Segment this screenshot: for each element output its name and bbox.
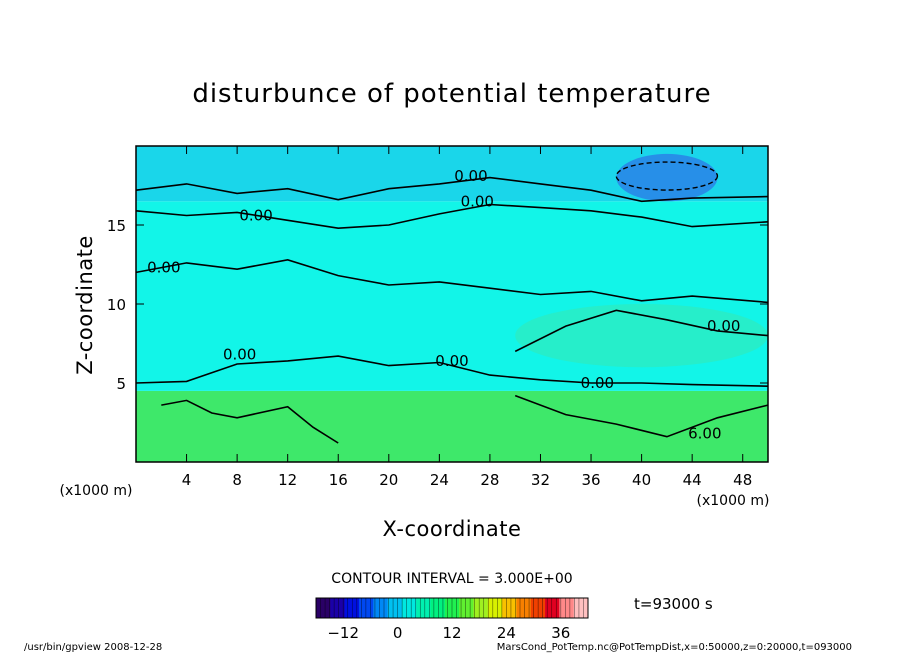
footer-left: /usr/bin/gpview 2008-12-28	[24, 642, 162, 653]
colorbar-tick-label: 36	[551, 624, 570, 642]
footer-right: MarsCond_PotTemp.nc@PotTempDist,x=0:5000…	[497, 642, 852, 653]
time-label: t=93000 s	[634, 595, 713, 613]
contour-line-3	[135, 203, 769, 230]
colorbar-tick-label: 12	[442, 624, 461, 642]
region-cold-cell	[616, 153, 718, 202]
colorbar-swatch	[573, 598, 589, 618]
x-tick-label: 32	[531, 471, 550, 489]
colorbar-tick-label: 0	[393, 624, 403, 642]
x-tick-label: 40	[632, 471, 651, 489]
contour-line-1	[135, 355, 769, 387]
x-tick-label: 8	[232, 471, 242, 489]
colorbar-swatch	[401, 598, 417, 618]
contour-label: 0.00	[239, 207, 272, 225]
contour-label: 0.00	[581, 374, 614, 392]
colorbar-tick-label: 24	[497, 624, 516, 642]
y-tick-label: 10	[107, 296, 126, 314]
colorbar-tick-label: −12	[327, 624, 359, 642]
x-tick-label: 4	[182, 471, 192, 489]
contour-label: 0.00	[435, 352, 468, 370]
x-tick-label: 12	[278, 471, 297, 489]
colorbar	[316, 598, 589, 618]
contour-label: 0.00	[223, 346, 256, 364]
contour-line-2	[135, 176, 769, 203]
contour-line-6	[514, 394, 769, 438]
contour-dashed-cold	[615, 161, 719, 191]
colorbar-swatch	[502, 598, 517, 618]
colorbar-swatch	[487, 598, 503, 618]
contour-label: 6.00	[688, 425, 721, 443]
contour-label: 0.00	[461, 192, 494, 210]
contour-interval: CONTOUR INTERVAL = 3.000E+00	[331, 571, 572, 587]
colorbar-swatch	[459, 598, 474, 618]
colorbar-frame	[315, 597, 589, 619]
colorbar-swatch	[473, 598, 489, 618]
x-unit-left: (x1000 m)	[60, 483, 133, 499]
contour-line-7	[161, 399, 339, 444]
contour-line-5	[514, 309, 769, 353]
contour-label: 0.00	[707, 317, 740, 335]
y-axis-ticks: 5 10 15	[107, 217, 768, 393]
x-axis-title: X-coordinate	[383, 517, 522, 541]
x-tick-label: 44	[683, 471, 702, 489]
colorbar-swatch	[387, 598, 403, 618]
x-tick-label: 20	[379, 471, 398, 489]
colorbar-swatch	[416, 598, 432, 618]
chart-title: disturbunce of potential temperature	[192, 79, 711, 109]
contour-labels: 0.00 0.00 0.00 0.00 0.00 0.00 0.00 0.00 6.00	[147, 167, 740, 443]
colorbar-swatch	[358, 598, 374, 618]
x-tick-label: 24	[430, 471, 449, 489]
contour-label: 0.00	[454, 167, 487, 185]
colorbar-swatch	[430, 598, 446, 618]
x-tick-label: 48	[733, 471, 752, 489]
y-tick-label: 15	[107, 217, 126, 235]
y-tick-label: 5	[116, 375, 126, 393]
y-axis-title: Z-coordinate	[73, 235, 97, 375]
region-lower	[136, 390, 768, 462]
x-axis-ticks: 4 8 12 16 20 24 28 32 36 40 44 48	[182, 146, 752, 489]
contour-line-4	[135, 258, 769, 304]
x-unit-right: (x1000 m)	[697, 493, 770, 509]
contour-lines	[135, 161, 769, 444]
contour-label: 0.00	[147, 259, 180, 277]
colorbar-swatch	[559, 598, 575, 618]
plot-fill	[136, 146, 768, 462]
region-warm-band	[515, 304, 768, 368]
x-tick-label: 16	[329, 471, 348, 489]
x-tick-label: 28	[480, 471, 499, 489]
colorbar-swatch	[316, 598, 331, 618]
colorbar-swatch	[373, 598, 389, 618]
colorbar-ticks: −12 0 12 24 36	[327, 624, 570, 642]
x-tick-label: 36	[581, 471, 600, 489]
